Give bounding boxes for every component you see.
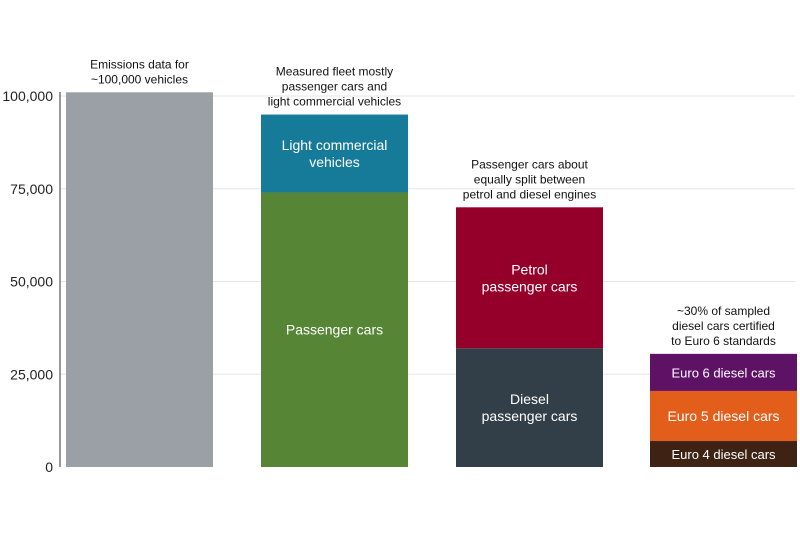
bar-annotation: equally split between bbox=[474, 172, 585, 186]
bar-segment bbox=[650, 441, 797, 467]
y-tick-label: 100,000 bbox=[2, 88, 53, 104]
bar-segment bbox=[261, 114, 408, 193]
bar-segment bbox=[456, 207, 603, 349]
y-tick-label: 25,000 bbox=[10, 366, 53, 382]
bar-annotation: to Euro 6 standards bbox=[671, 334, 776, 348]
bar-annotation: petrol and diesel engines bbox=[463, 187, 596, 201]
segment-label: Diesel bbox=[510, 391, 549, 407]
bar-annotation: Emissions data for bbox=[90, 57, 189, 71]
bar-segment bbox=[261, 192, 408, 467]
bar-segment bbox=[650, 390, 797, 442]
bar-segment bbox=[456, 348, 603, 467]
bar-annotation: diesel cars certified bbox=[672, 319, 775, 333]
y-tick-label: 0 bbox=[45, 459, 53, 475]
bar-annotation: passenger cars and bbox=[282, 80, 387, 94]
bar-annotation: ~30% of sampled bbox=[677, 304, 770, 318]
y-tick-label: 75,000 bbox=[10, 181, 53, 197]
bar-annotation: Measured fleet mostly bbox=[276, 65, 393, 79]
segment-label: vehicles bbox=[309, 154, 360, 170]
bar-layer bbox=[66, 92, 797, 467]
segment-label: Petrol bbox=[511, 261, 548, 277]
segment-label: passenger cars bbox=[482, 278, 578, 294]
segment-label: Light commercial bbox=[282, 137, 388, 153]
bar-annotation: light commercial vehicles bbox=[268, 95, 401, 109]
segment-label: passenger cars bbox=[482, 408, 578, 424]
segment-label: Euro 4 diesel cars bbox=[671, 447, 776, 462]
segment-label: Euro 6 diesel cars bbox=[671, 365, 776, 380]
bar-annotation: ~100,000 vehicles bbox=[91, 72, 188, 86]
bar-segment bbox=[650, 353, 797, 391]
bar-segment bbox=[66, 92, 213, 467]
segment-label: Euro 5 diesel cars bbox=[667, 408, 779, 424]
label-layer: 0 25,000 50,000 75,000 100,000 Emissions data… bbox=[2, 57, 779, 475]
segment-label: Passenger cars bbox=[286, 322, 383, 338]
y-tick-label: 50,000 bbox=[10, 274, 53, 290]
bar-annotation: Passenger cars about bbox=[471, 157, 588, 171]
